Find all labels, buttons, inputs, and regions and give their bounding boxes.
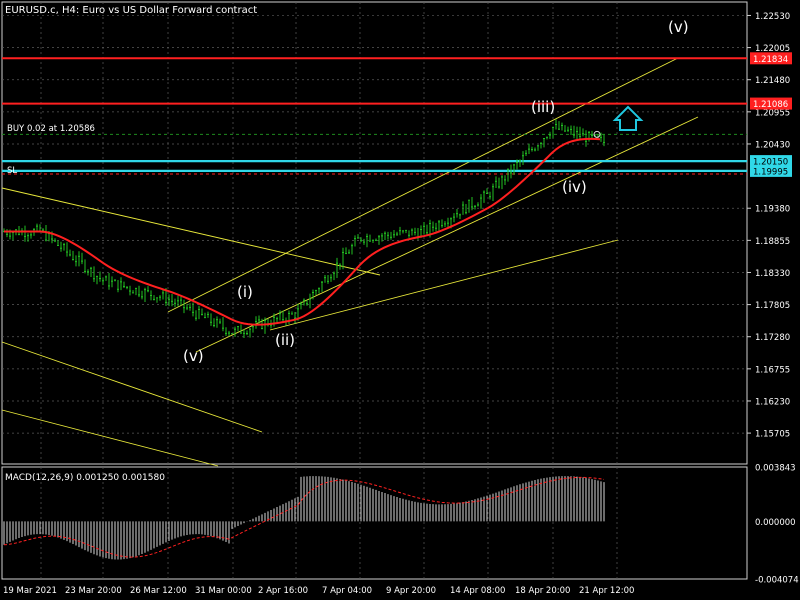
- y-tick-label: 1.20430: [755, 140, 790, 150]
- trendline[interactable]: [1, 341, 263, 433]
- sl-label: SL: [7, 166, 17, 176]
- y-tick-label: 1.15705: [755, 430, 790, 440]
- cyan-level-tag: [750, 155, 792, 168]
- macd-title: MACD(12,26,9) 0.001250 0.001580: [5, 473, 165, 483]
- order-marker[interactable]: [593, 130, 601, 138]
- up-arrow-icon: [612, 105, 644, 131]
- main-plot-area[interactable]: [1, 1, 748, 465]
- ma-line: [4, 137, 601, 326]
- wave-label-ii: (ii): [275, 331, 295, 349]
- moving-average: [4, 137, 601, 326]
- wave-label-iii: (iii): [531, 98, 555, 116]
- y-tick-label: 1.17805: [755, 301, 790, 311]
- trendline[interactable]: [1, 187, 381, 276]
- x-tick-label: 23 Mar 20:00: [65, 586, 122, 596]
- buy-order-label: BUY 0.02 at 1.20586: [7, 124, 95, 134]
- x-tick-label: 26 Mar 12:00: [130, 586, 187, 596]
- axis-labels: 1.22530 1.22005 1.21480 1.20955 1.20430 1.193…: [3, 12, 799, 596]
- y-tick-label: 1.17280: [755, 333, 790, 343]
- y-tick-label: 1.18330: [755, 269, 790, 279]
- y-tick-label: 1.16230: [755, 397, 790, 407]
- lower-red-level-tag: [750, 97, 792, 110]
- y-tick-label: 1.19380: [755, 205, 790, 215]
- y-tick-label: 1.22005: [755, 44, 790, 54]
- y-tick-label: 1.22530: [755, 12, 790, 22]
- cyan-level-2-tag: [750, 164, 792, 177]
- upper-red-level-tag-label: 1.21834: [753, 55, 788, 65]
- macd-histogram: [3, 476, 605, 560]
- x-tick-label: 2 Apr 16:00: [258, 586, 308, 596]
- macd-tick-label: 0.000000: [755, 518, 796, 528]
- trendline[interactable]: [1, 409, 219, 467]
- upper-red-level-tag: [750, 52, 792, 65]
- wave-label-iv: (iv): [562, 178, 587, 196]
- wave-label-i: (i): [237, 283, 253, 301]
- x-tick-label: 7 Apr 04:00: [322, 586, 372, 596]
- chart-title: EURUSD.c, H4: Euro vs US Dollar Forward …: [5, 5, 257, 16]
- horizontal-levels: [2, 57, 747, 175]
- y-tick-label: 1.18855: [755, 237, 790, 247]
- trendline[interactable]: [269, 239, 619, 331]
- trendline[interactable]: [167, 57, 679, 313]
- x-tick-label: 19 Mar 2021: [3, 586, 57, 596]
- y-tick-label: 1.16755: [755, 365, 790, 375]
- x-tick-label: 31 Mar 00:00: [195, 586, 252, 596]
- cyan-level-tag-label: 1.20150: [753, 158, 788, 168]
- x-tick-label: 21 Apr 12:00: [579, 586, 634, 596]
- y-tick-label: 1.21480: [755, 76, 790, 86]
- x-tick-label: 14 Apr 08:00: [450, 586, 505, 596]
- cyan-level-2-tag-label: 1.19995: [753, 167, 788, 177]
- price-candles: [3, 119, 605, 339]
- lower-red-level-tag-label: 1.21086: [753, 100, 788, 110]
- x-tick-label: 18 Apr 20:00: [515, 586, 570, 596]
- y-tick-label: 1.20955: [755, 108, 790, 118]
- macd-tick-label: -0.004074: [755, 576, 799, 586]
- macd-tick-label: 0.003843: [755, 464, 796, 474]
- wave-label-v-bottom: (v): [183, 347, 204, 365]
- wave-label-v-top: (v): [668, 18, 689, 36]
- macd-plot-area[interactable]: [1, 466, 748, 580]
- x-tick-label: 9 Apr 20:00: [386, 586, 436, 596]
